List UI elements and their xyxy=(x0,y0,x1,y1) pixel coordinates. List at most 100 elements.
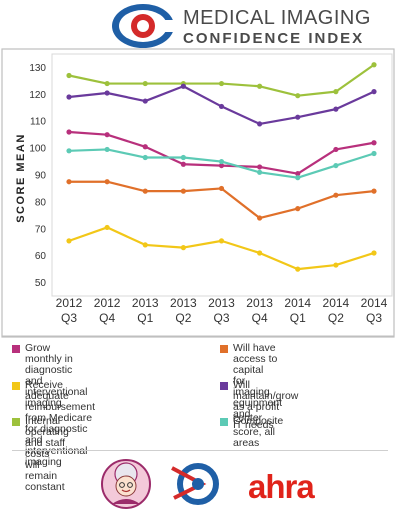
data-point xyxy=(66,94,72,100)
legend-swatch xyxy=(12,418,20,426)
data-point xyxy=(218,238,225,244)
grandmother-mascot-logo-icon xyxy=(101,459,151,509)
data-point xyxy=(104,80,110,87)
plot-frame xyxy=(1,48,395,338)
data-point xyxy=(295,175,301,181)
x-tick-quarter: Q4 xyxy=(99,311,115,325)
x-tick-year: 2012 xyxy=(56,296,83,310)
data-point xyxy=(333,89,339,95)
legend-label: Will have access to capital for imaging … xyxy=(233,342,283,431)
data-point xyxy=(180,245,186,251)
circle-arrow-logo-icon xyxy=(171,463,219,505)
data-point xyxy=(295,114,301,120)
data-point xyxy=(142,80,148,87)
legend-label: Grow monthly in diagnostic and intervent… xyxy=(25,342,88,409)
data-point xyxy=(218,80,225,87)
data-point xyxy=(104,146,110,153)
data-point xyxy=(180,154,186,161)
data-point xyxy=(371,150,377,157)
data-point xyxy=(333,146,339,153)
data-point xyxy=(257,215,263,221)
data-point xyxy=(104,90,110,96)
data-point xyxy=(180,83,186,89)
data-point xyxy=(371,140,377,146)
eye-c-logo-icon xyxy=(112,4,176,48)
x-tick-year: 2012 xyxy=(94,296,121,310)
x-tick-quarter: Q3 xyxy=(61,311,77,325)
x-tick-year: 2013 xyxy=(132,296,159,310)
data-point xyxy=(333,192,339,198)
data-point xyxy=(295,171,301,177)
data-point xyxy=(66,238,72,244)
title-line-2: CONFIDENCE INDEX xyxy=(183,30,365,47)
data-point xyxy=(142,242,148,248)
x-tick-year: 2013 xyxy=(208,296,235,310)
x-tick-year: 2014 xyxy=(284,296,311,310)
x-tick-quarter: Q3 xyxy=(213,311,229,325)
header: MEDICAL IMAGING CONFIDENCE INDEX xyxy=(0,0,400,52)
x-tick-quarter: Q2 xyxy=(175,311,191,325)
data-point xyxy=(257,169,263,175)
x-tick-year: 2014 xyxy=(323,296,350,310)
y-tick-label: 90 xyxy=(35,171,47,182)
data-point xyxy=(142,154,148,161)
legend-label: Internal operating and staff costs will … xyxy=(25,415,69,493)
ahra-logo-text: ahra xyxy=(248,468,315,505)
data-point xyxy=(218,162,225,169)
data-point xyxy=(333,106,339,112)
data-point xyxy=(371,250,377,256)
data-point xyxy=(257,164,263,170)
legend-label: Receive adequate reimbursement from Medi… xyxy=(25,379,96,468)
data-point xyxy=(66,72,72,79)
data-point xyxy=(333,162,339,169)
data-point xyxy=(180,188,186,194)
plot-area xyxy=(51,53,393,297)
y-tick-label: 60 xyxy=(35,251,47,262)
y-tick-label: 70 xyxy=(35,224,47,235)
y-tick-label: 110 xyxy=(30,117,46,128)
x-tick-year: 2013 xyxy=(170,296,197,310)
legend-swatch xyxy=(12,345,20,353)
legend-divider xyxy=(12,450,388,451)
data-point xyxy=(257,121,263,127)
data-point xyxy=(142,98,148,104)
legend-label: Will maintain/grow as a profit center xyxy=(233,379,299,424)
data-point xyxy=(218,158,225,165)
data-point xyxy=(66,129,72,135)
y-tick-label: 130 xyxy=(29,63,46,74)
data-point xyxy=(66,148,72,154)
data-point xyxy=(257,250,263,256)
data-point xyxy=(371,62,377,68)
data-point xyxy=(104,224,110,231)
data-point xyxy=(218,103,225,110)
data-point xyxy=(371,89,377,95)
y-tick-label: 80 xyxy=(35,197,47,208)
data-point xyxy=(333,262,339,268)
y-axis-label: SCORE MEAN xyxy=(15,133,27,223)
data-point xyxy=(295,93,301,99)
y-tick-label: 120 xyxy=(29,90,46,101)
data-point xyxy=(142,144,148,150)
data-point xyxy=(142,188,148,194)
series-line-5 xyxy=(68,226,375,271)
data-point xyxy=(257,83,263,89)
data-point xyxy=(104,179,110,185)
footer-logos: ahra xyxy=(0,452,400,516)
x-tick-year: 2014 xyxy=(361,296,388,310)
data-point xyxy=(218,185,225,192)
legend-swatch xyxy=(12,382,20,390)
legend-swatch xyxy=(220,345,228,353)
x-tick-quarter: Q1 xyxy=(290,311,306,325)
x-tick-quarter: Q4 xyxy=(252,311,268,325)
x-tick-quarter: Q3 xyxy=(366,311,382,325)
legend-swatch xyxy=(220,382,228,390)
legend-swatch xyxy=(220,418,228,426)
x-tick-quarter: Q1 xyxy=(137,311,153,325)
y-tick-label: 100 xyxy=(29,144,46,155)
legend-label: Composite score, all areas xyxy=(233,415,284,449)
x-tick-year: 2013 xyxy=(246,296,273,310)
data-point xyxy=(104,132,110,138)
data-point xyxy=(371,188,377,194)
data-point xyxy=(66,179,72,185)
